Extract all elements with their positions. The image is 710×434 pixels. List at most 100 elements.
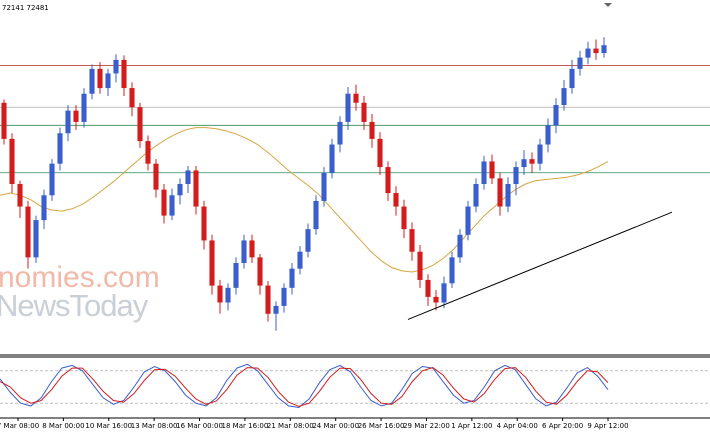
candle-body: [545, 125, 551, 145]
x-tick-label: 13 Mar 08:00: [131, 422, 178, 430]
candle-body: [105, 73, 111, 89]
candle-body: [169, 195, 175, 216]
trendline: [407, 211, 673, 320]
x-tick-label: 21 Mar 08:00: [267, 422, 314, 430]
watermark-line2: NewsToday: [0, 288, 149, 323]
candle-body: [153, 163, 159, 190]
stochastic-panel: [0, 363, 710, 409]
candle-body: [465, 206, 471, 235]
candle-body: [121, 59, 127, 89]
candle-body: [337, 121, 343, 145]
candle-body: [97, 68, 103, 89]
candle-body: [241, 240, 247, 263]
candle-body: [601, 45, 607, 54]
candle-body: [305, 229, 311, 252]
candle-body: [297, 251, 303, 269]
candle-body: [369, 121, 375, 139]
candle-body: [113, 59, 119, 74]
candle-body: [409, 229, 415, 252]
candle-body: [1, 102, 7, 139]
x-tick-label: 18 Mar 16:00: [222, 422, 269, 430]
candle-body: [73, 110, 79, 122]
candle-body: [249, 240, 255, 258]
x-tick-label: 8 Mar 00:00: [42, 422, 84, 430]
candle-body: [361, 102, 367, 122]
candle-body: [265, 285, 271, 314]
stochastic-main-line: [0, 363, 609, 409]
stochastic-signal-line: [0, 367, 609, 407]
x-tick-label: 1 Apr 12:00: [451, 422, 492, 430]
candle-body: [57, 133, 63, 164]
candle-body: [49, 163, 55, 196]
candle-body: [457, 234, 463, 258]
candle-body: [481, 161, 487, 184]
x-tick-label: 29 Mar 22:00: [403, 422, 450, 430]
candle-body: [513, 167, 519, 184]
candle-body: [505, 184, 511, 207]
x-tick-label: 7 Mar 08:00: [0, 422, 39, 430]
candle-body: [329, 144, 335, 173]
candle-body: [393, 193, 399, 207]
candle-body: [313, 200, 319, 230]
candle-body: [273, 305, 279, 314]
candle-body: [89, 68, 95, 94]
x-tick-label: 9 Apr 12:00: [587, 422, 628, 430]
candle-body: [185, 170, 191, 184]
candle-body: [377, 138, 383, 168]
candle-body: [401, 206, 407, 230]
candle-body: [433, 296, 439, 303]
candle-body: [425, 279, 431, 297]
candle-body: [577, 57, 583, 69]
candle-body: [17, 184, 23, 207]
candle-body: [137, 107, 143, 142]
candle-body: [353, 93, 359, 103]
candle-body: [345, 93, 351, 122]
x-tick-label: 24 Mar 00:00: [312, 422, 359, 430]
candle-body: [225, 287, 231, 303]
x-tick-label: 16 Mar 00:00: [176, 422, 223, 430]
candle-body: [385, 167, 391, 194]
candle-body: [553, 105, 559, 126]
candle-body: [441, 283, 447, 303]
candle-body: [9, 138, 15, 184]
candle-body: [129, 88, 135, 108]
candle-body: [145, 141, 151, 164]
x-tick-label: 26 Mar 16:00: [358, 422, 405, 430]
candle-body: [417, 251, 423, 280]
candle-body: [497, 178, 503, 207]
watermark: nomies.com NewsToday: [0, 261, 160, 323]
candle-body: [473, 184, 479, 207]
chart-header-values: 72141 72481: [2, 4, 49, 12]
candle-body: [41, 195, 47, 221]
scroll-marker-icon[interactable]: [604, 3, 612, 7]
candle-body: [177, 184, 183, 196]
candle-body: [561, 88, 567, 105]
candle-body: [209, 240, 215, 286]
candle-body: [593, 48, 599, 54]
watermark-line1: nomies.com: [0, 261, 160, 294]
candle-body: [33, 220, 39, 258]
candle-body: [289, 268, 295, 288]
candle-body: [537, 144, 543, 164]
candle-body: [569, 68, 575, 89]
candle-body: [65, 110, 71, 134]
x-tick-label: 4 Apr 04:00: [497, 422, 538, 430]
candle-body: [233, 263, 239, 288]
x-tick-label: 10 Mar 16:00: [85, 422, 132, 430]
candle-body: [81, 93, 87, 122]
candle-body: [521, 159, 527, 168]
candle-body: [25, 206, 31, 258]
candle-body: [217, 285, 223, 303]
candle-body: [201, 206, 207, 241]
candle-body: [281, 287, 287, 306]
candle-body: [161, 189, 167, 216]
candlestick-series: [1, 37, 607, 331]
candle-body: [449, 257, 455, 284]
candle-body: [489, 161, 495, 179]
candle-body: [193, 170, 199, 207]
candle-body: [529, 159, 535, 164]
candle-body: [585, 48, 591, 58]
candle-body: [257, 257, 263, 286]
